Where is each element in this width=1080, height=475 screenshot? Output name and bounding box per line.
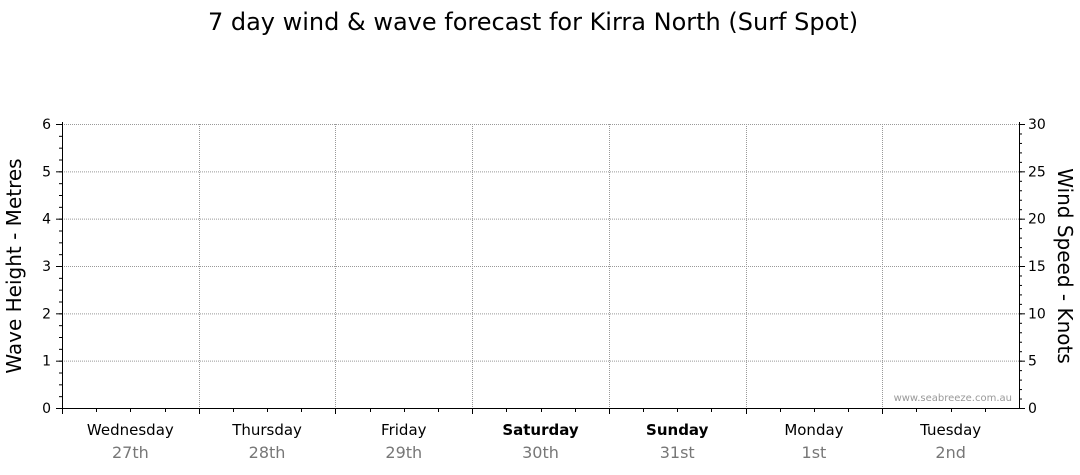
axes (62, 122, 1020, 414)
day-name-label: Monday (784, 421, 843, 439)
day-date-label: 28th (249, 443, 286, 462)
left-tick-label: 3 (42, 259, 51, 275)
right-tick-label: 30 (1028, 117, 1046, 133)
right-tick-label: 5 (1028, 354, 1037, 370)
day-name-label: Wednesday (87, 421, 174, 439)
right-tick-label: 10 (1028, 306, 1046, 322)
left-tick-label: 6 (42, 117, 51, 133)
left-tick-label: 1 (42, 354, 51, 370)
watermark-text: www.seabreeze.com.au (894, 393, 1012, 404)
right-tick-label: 0 (1028, 401, 1037, 417)
day-date-label: 27th (112, 443, 149, 462)
day-date-label: 31st (660, 443, 695, 462)
day-name-label: Thursday (231, 421, 302, 439)
day-name-label: Friday (381, 421, 427, 439)
day-name-label: Tuesday (919, 421, 981, 439)
chart-title: 7 day wind & wave forecast for Kirra Nor… (208, 8, 858, 36)
left-tick-label: 4 (42, 212, 51, 228)
day-date-label: 30th (522, 443, 559, 462)
day-name-label: Saturday (502, 421, 579, 439)
right-axis-title: Wind Speed - Knots (1053, 168, 1077, 364)
left-axis-title: Wave Height - Metres (2, 158, 26, 373)
day-date-label: 2nd (935, 443, 965, 462)
left-axis: 0 1 2 3 4 5 6 (42, 117, 62, 417)
left-tick-label: 2 (42, 306, 51, 322)
left-tick-label: 5 (42, 164, 51, 180)
day-name-label: Sunday (646, 421, 709, 439)
right-tick-label: 25 (1028, 164, 1046, 180)
right-axis: 0 5 10 15 20 25 30 (1019, 117, 1046, 417)
day-date-label: 29th (385, 443, 422, 462)
day-labels: Wednesday 27th Thursday 28th Friday 29th Satur… (87, 421, 981, 462)
grid-lines (62, 124, 1019, 408)
right-tick-label: 20 (1028, 212, 1046, 228)
left-tick-label: 0 (42, 401, 51, 417)
right-tick-label: 15 (1028, 259, 1046, 275)
day-date-label: 1st (802, 443, 827, 462)
